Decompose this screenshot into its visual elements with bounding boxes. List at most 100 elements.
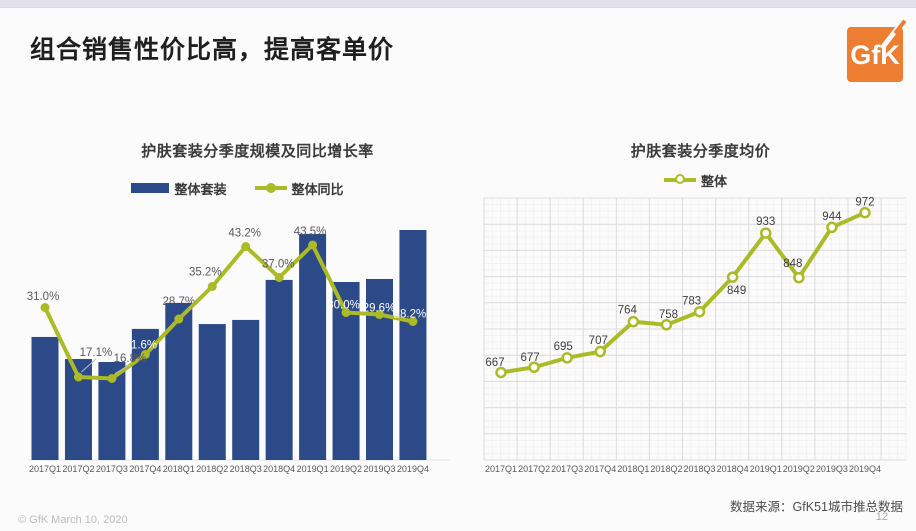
data-label: 21.6% bbox=[125, 340, 158, 352]
x-tick-label: 2018Q3 bbox=[684, 464, 716, 474]
data-label: 677 bbox=[520, 352, 539, 364]
chart-skincare-size-growth: 护肤套装分季度规模及同比增长率 整体套装 整体同比 28.7% 31.0% 17.1… bbox=[10, 140, 465, 485]
data-label: 17.1% bbox=[80, 347, 113, 359]
x-tick-label: 2017Q2 bbox=[518, 464, 550, 474]
x-tick-label: 2019Q2 bbox=[783, 464, 815, 474]
x-tick-label: 2018Q4 bbox=[717, 464, 749, 474]
data-label: 35.2% bbox=[189, 267, 222, 279]
x-tick-label: 2018Q1 bbox=[163, 464, 195, 474]
legend-label: 整体 bbox=[700, 173, 727, 189]
data-label: 30.0% bbox=[327, 300, 360, 312]
legend-item-bars: 整体套装 bbox=[131, 179, 227, 198]
line-marker bbox=[408, 317, 418, 326]
gfk-logo-text: GfK bbox=[850, 40, 900, 70]
data-label: 758 bbox=[659, 309, 678, 321]
bar-line-plot: 28.7%31.0%17.1% 16.8%21.6%35.2%43.2%37.0%… bbox=[27, 226, 450, 474]
data-label: 944 bbox=[822, 211, 842, 223]
line-marker bbox=[241, 242, 251, 251]
page-number: 12 bbox=[875, 511, 888, 523]
x-tick-label: 2019Q3 bbox=[816, 464, 848, 474]
bar bbox=[265, 279, 293, 460]
x-tick-label: 2019Q1 bbox=[297, 464, 329, 474]
line-swatch-icon bbox=[254, 183, 287, 193]
x-tick-label: 2017Q2 bbox=[62, 464, 94, 474]
page-title: 组合销售性价比高，提高客单价 bbox=[30, 36, 395, 64]
data-label: 783 bbox=[682, 296, 701, 308]
line-marker bbox=[826, 221, 838, 234]
line-marker bbox=[859, 206, 871, 219]
line-marker bbox=[793, 271, 805, 284]
data-label: 43.5% bbox=[294, 226, 327, 238]
data-label: 37.0% bbox=[262, 259, 295, 271]
data-label: 28.2% bbox=[394, 309, 427, 321]
x-tick-label: 2018Q2 bbox=[196, 464, 228, 474]
line-marker bbox=[594, 345, 607, 358]
bar bbox=[366, 278, 393, 460]
line-marker bbox=[73, 372, 83, 382]
window-top-strip bbox=[0, 0, 916, 8]
data-label: 707 bbox=[589, 335, 608, 347]
footer-data-source: 数据来源：GfK51城市推总数据 bbox=[730, 500, 903, 514]
line-marker bbox=[495, 366, 507, 379]
bar bbox=[31, 336, 59, 460]
data-label: 848 bbox=[783, 258, 802, 270]
x-tick-label: 2017Q1 bbox=[29, 464, 61, 474]
line-marker bbox=[561, 352, 573, 364]
line-swatch-icon bbox=[663, 174, 696, 185]
gfk-logo: GfK bbox=[847, 19, 907, 82]
line-marker bbox=[140, 350, 150, 359]
chart-skincare-avg-price: 护肤套装分季度均价 整体 667 677 695 707 764 758 783 849 933… bbox=[475, 140, 916, 485]
bar bbox=[299, 233, 327, 460]
x-tick-label: 2017Q4 bbox=[129, 464, 161, 474]
line-marker bbox=[308, 240, 318, 250]
label-leader-line bbox=[114, 364, 131, 374]
data-label: 695 bbox=[554, 341, 573, 353]
bar-swatch-icon bbox=[131, 183, 170, 193]
label-leader-line bbox=[81, 358, 97, 373]
line-marker bbox=[40, 303, 50, 312]
legend-label: 整体套装 bbox=[174, 181, 227, 197]
x-tick-label: 2017Q1 bbox=[485, 464, 517, 474]
x-tick-label: 2017Q3 bbox=[551, 464, 583, 474]
line-marker bbox=[375, 310, 384, 319]
line-marker bbox=[274, 273, 284, 282]
line-marker bbox=[759, 227, 772, 239]
bar bbox=[232, 319, 260, 460]
data-label: 16.8% bbox=[114, 353, 147, 365]
legend: 整体套装 整体同比 bbox=[10, 178, 465, 198]
data-label: 31.0% bbox=[27, 291, 60, 303]
line-marker bbox=[341, 308, 351, 317]
data-label: 849 bbox=[727, 285, 746, 297]
line-marker bbox=[693, 305, 706, 318]
line-marker bbox=[726, 271, 739, 283]
x-tick-label: 2018Q4 bbox=[263, 464, 295, 474]
x-tick-label: 2017Q3 bbox=[96, 464, 128, 474]
chart-title: 护肤套装分季度均价 bbox=[630, 143, 771, 160]
legend: 整体 bbox=[475, 170, 916, 190]
data-label: 43.2% bbox=[228, 228, 261, 240]
x-tick-label: 2019Q4 bbox=[849, 464, 881, 474]
line-marker bbox=[174, 314, 184, 324]
line-plot: 667 677 695 707 764 758 783 849 933 848 944 972 2017… bbox=[483, 197, 907, 474]
legend-item-line: 整体 bbox=[663, 171, 727, 190]
bar bbox=[399, 230, 427, 460]
line-marker bbox=[660, 319, 673, 331]
data-label: 972 bbox=[855, 197, 874, 209]
x-tick-label: 2019Q3 bbox=[363, 464, 395, 474]
line-marker bbox=[207, 282, 217, 291]
data-label: 764 bbox=[618, 305, 638, 317]
legend-item-line: 整体同比 bbox=[254, 179, 344, 198]
legend-label: 整体同比 bbox=[291, 181, 344, 197]
data-label: 29.6% bbox=[363, 303, 396, 315]
x-tick-label: 2019Q2 bbox=[330, 464, 362, 474]
line-marker bbox=[627, 315, 640, 328]
data-label: 933 bbox=[756, 216, 775, 228]
line-marker bbox=[528, 361, 540, 374]
x-tick-label: 2019Q4 bbox=[397, 464, 429, 474]
footer-copyright: © GfK March 10, 2020 bbox=[18, 514, 128, 526]
grid-major bbox=[483, 197, 906, 461]
data-label: 667 bbox=[485, 357, 504, 369]
x-tick-label: 2018Q3 bbox=[230, 464, 262, 474]
x-tick-label: 2019Q1 bbox=[750, 464, 782, 474]
